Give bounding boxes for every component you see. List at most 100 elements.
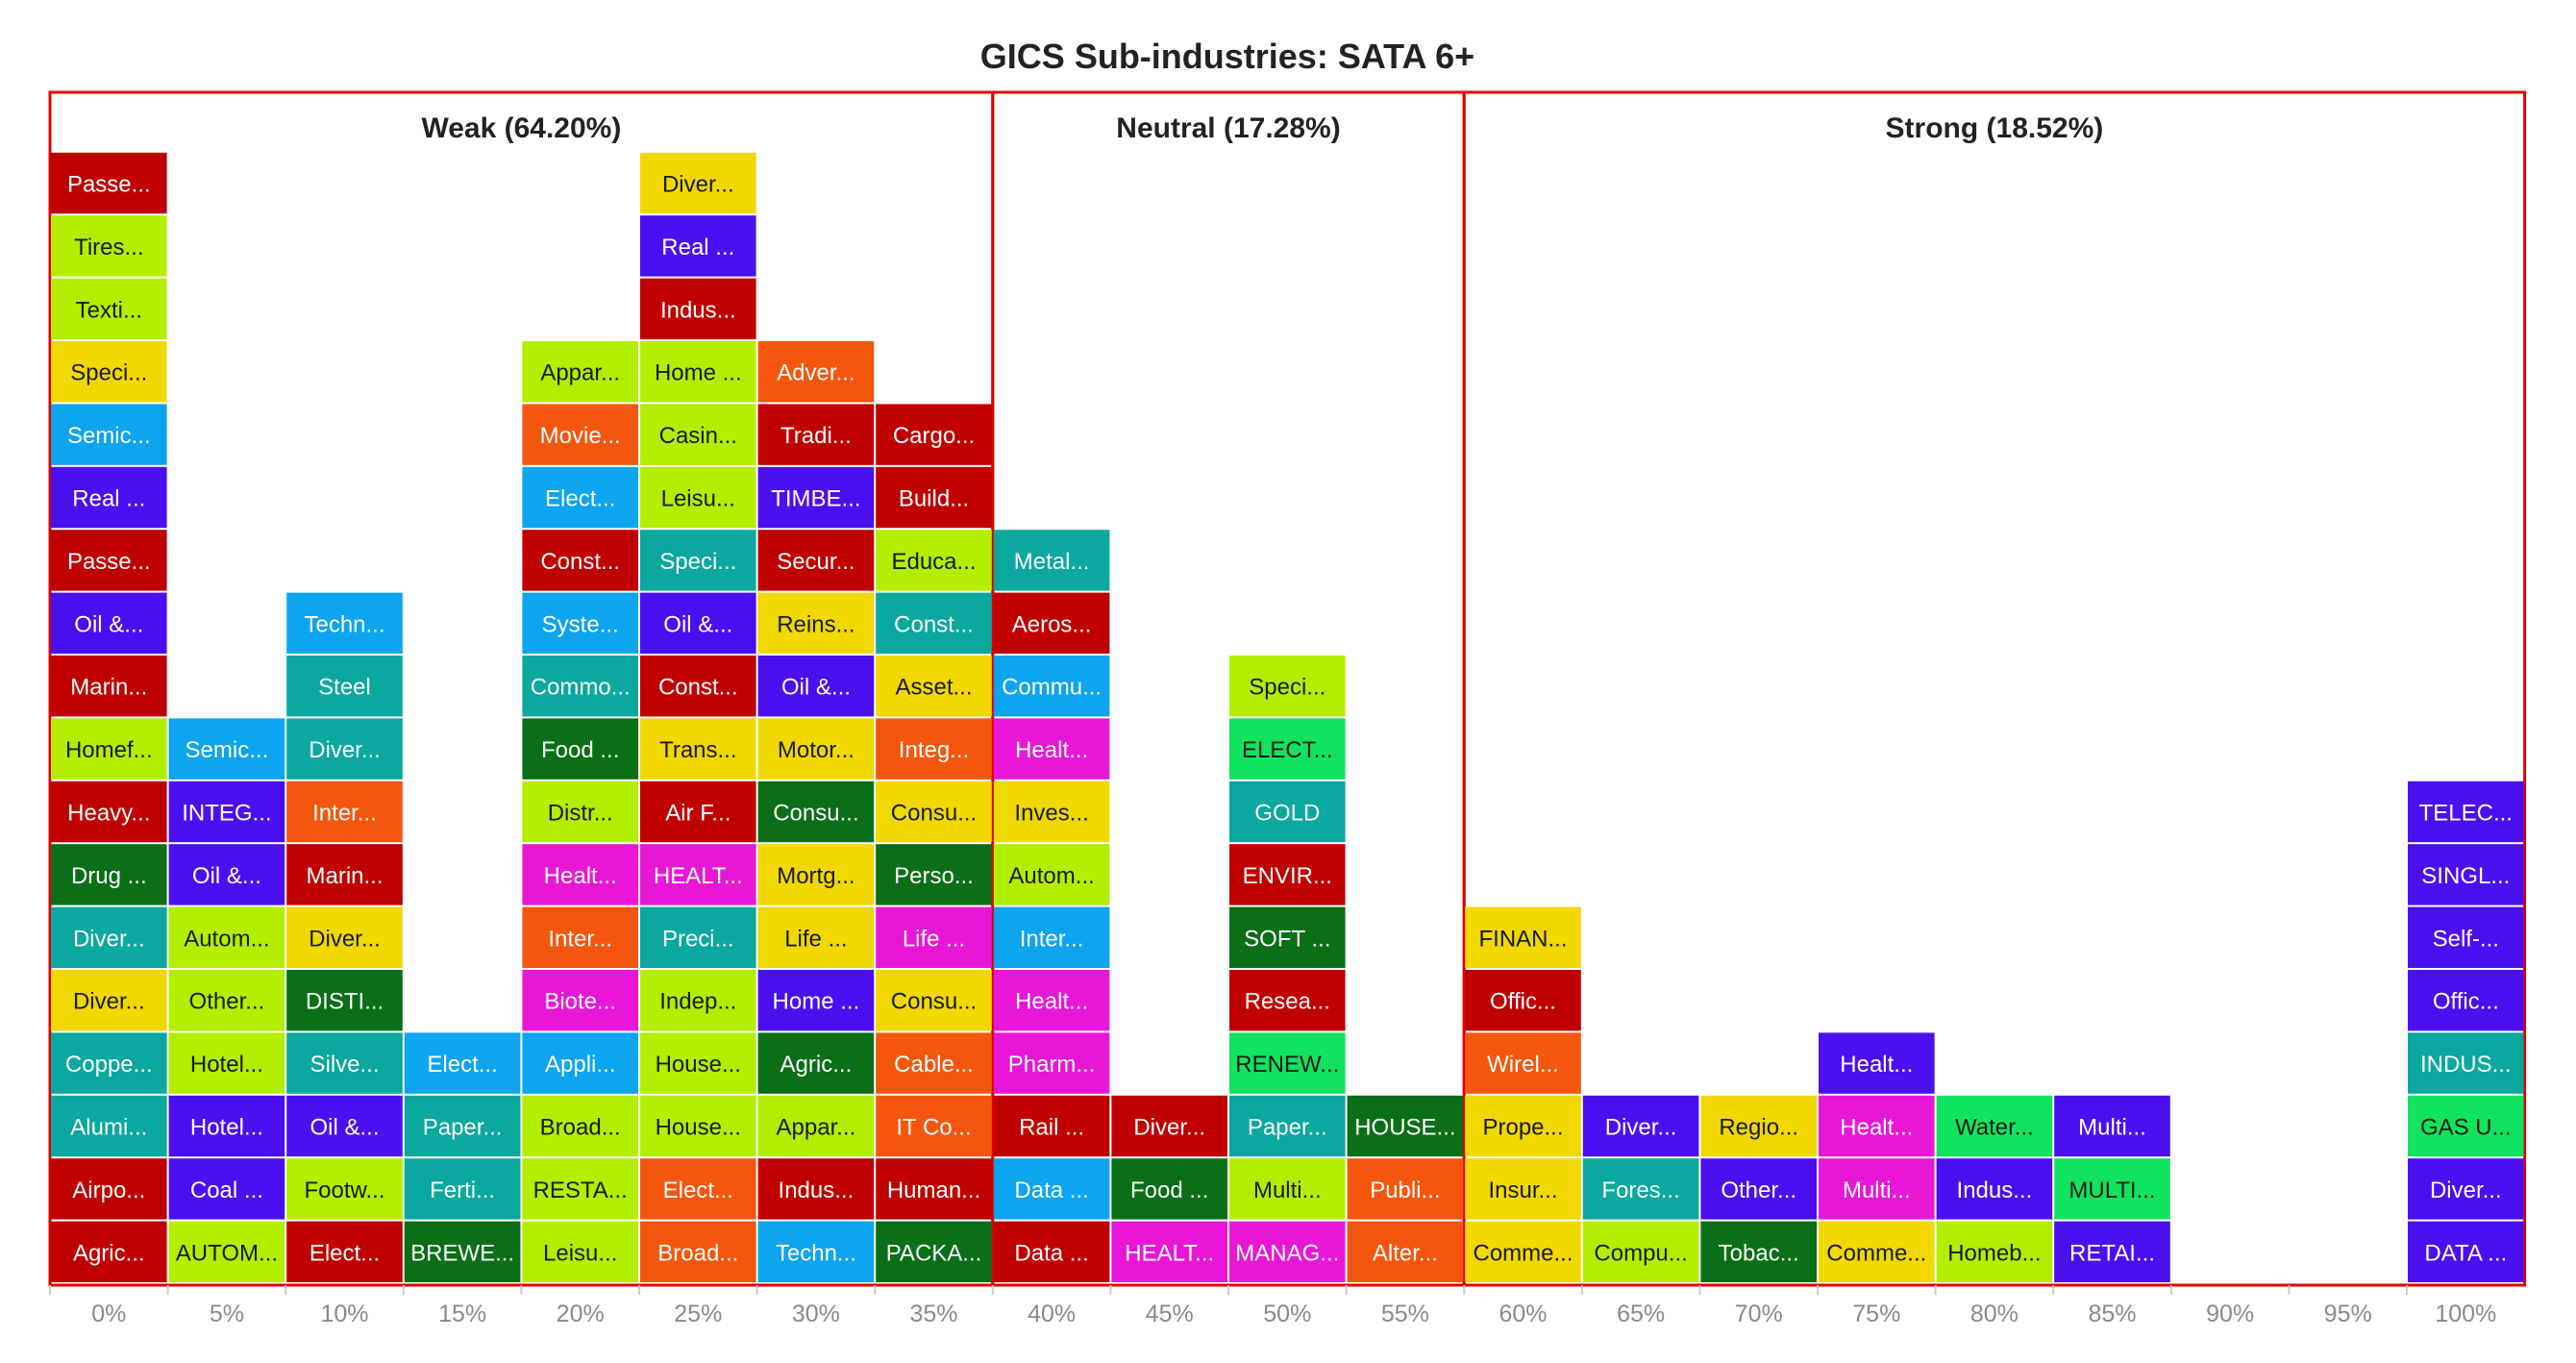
block[interactable]: Diver... [640, 152, 756, 214]
block[interactable]: Inter... [522, 906, 638, 968]
block[interactable]: Speci... [51, 341, 167, 403]
block[interactable]: Build... [876, 466, 992, 529]
block[interactable]: BREWE... [404, 1221, 521, 1282]
block[interactable]: Comme... [1465, 1221, 1581, 1282]
block[interactable]: Leisu... [522, 1221, 638, 1282]
block[interactable]: Oil &... [168, 844, 285, 905]
block[interactable]: Food ... [522, 718, 638, 780]
block[interactable]: Movie... [522, 404, 638, 465]
block[interactable]: Data ... [993, 1221, 1110, 1282]
block[interactable]: Food ... [1111, 1158, 1227, 1220]
block[interactable]: Distr... [522, 781, 638, 843]
block[interactable]: Biote... [522, 970, 638, 1031]
block[interactable]: Elect... [640, 1158, 756, 1220]
block[interactable]: Agric... [757, 1032, 875, 1094]
block[interactable]: Tradi... [757, 404, 875, 465]
block[interactable]: Inter... [993, 906, 1110, 968]
block[interactable]: HEALT... [1111, 1221, 1227, 1282]
block[interactable]: Other... [168, 970, 285, 1031]
block[interactable]: Pharm... [993, 1032, 1110, 1094]
block[interactable]: Const... [640, 656, 756, 717]
block[interactable]: Paper... [1229, 1095, 1346, 1157]
block[interactable]: Motor... [757, 718, 875, 780]
block[interactable]: Diver... [1582, 1095, 1699, 1157]
block[interactable]: Home ... [640, 341, 756, 403]
block[interactable]: Water... [1936, 1095, 2053, 1157]
block[interactable]: Comme... [1819, 1221, 1935, 1282]
block[interactable]: Techn... [757, 1221, 875, 1282]
block[interactable]: Leisu... [640, 466, 756, 529]
block[interactable]: SINGL... [2408, 844, 2524, 905]
block[interactable]: Diver... [286, 906, 403, 968]
block[interactable]: Air F... [640, 781, 756, 843]
block[interactable]: Indus... [1936, 1158, 2053, 1220]
block[interactable]: Marin... [51, 656, 167, 717]
block[interactable]: Inter... [286, 781, 403, 843]
block[interactable]: Prope... [1465, 1095, 1581, 1157]
block[interactable]: Tobac... [1700, 1221, 1817, 1282]
block[interactable]: Elect... [522, 466, 638, 529]
block[interactable]: RENEW... [1229, 1032, 1346, 1094]
block[interactable]: Preci... [640, 906, 756, 968]
block[interactable]: TELEC... [2408, 781, 2524, 843]
block[interactable]: Autom... [993, 844, 1110, 905]
block[interactable]: Diver... [2408, 1158, 2524, 1220]
block[interactable]: Secur... [757, 530, 875, 591]
block[interactable]: Diver... [286, 718, 403, 780]
block[interactable]: Human... [876, 1158, 992, 1220]
block[interactable]: PACKA... [876, 1221, 992, 1282]
block[interactable]: Diver... [51, 970, 167, 1031]
block[interactable]: Speci... [640, 530, 756, 591]
block[interactable]: Real ... [640, 215, 756, 277]
block[interactable]: Cable... [876, 1032, 992, 1094]
block[interactable]: FINAN... [1465, 906, 1581, 968]
block[interactable]: Casin... [640, 404, 756, 465]
block[interactable]: Offic... [1465, 970, 1581, 1031]
block[interactable]: RESTA... [522, 1158, 638, 1220]
block[interactable]: Commu... [993, 656, 1110, 717]
block[interactable]: Trans... [640, 718, 756, 780]
block[interactable]: Appar... [522, 341, 638, 403]
block[interactable]: Syste... [522, 592, 638, 654]
block[interactable]: MANAG... [1229, 1221, 1346, 1282]
block[interactable]: Perso... [876, 844, 992, 905]
block[interactable]: Fores... [1582, 1158, 1699, 1220]
block[interactable]: Heavy... [51, 781, 167, 843]
block[interactable]: Semic... [51, 404, 167, 465]
block[interactable]: Const... [522, 530, 638, 591]
block[interactable]: Integ... [876, 718, 992, 780]
block[interactable]: Techn... [286, 592, 403, 654]
block[interactable]: Healt... [522, 844, 638, 905]
block[interactable]: Texti... [51, 278, 167, 339]
block[interactable]: Elect... [404, 1032, 521, 1094]
block[interactable]: Multi... [2054, 1095, 2170, 1157]
block[interactable]: Passe... [51, 152, 167, 214]
block[interactable]: Other... [1700, 1158, 1817, 1220]
block[interactable]: Multi... [1229, 1158, 1346, 1220]
block[interactable]: Aeros... [993, 592, 1110, 654]
block[interactable]: Diver... [1111, 1095, 1227, 1157]
block[interactable]: Footw... [286, 1158, 403, 1220]
block[interactable]: Mortg... [757, 844, 875, 905]
block[interactable]: DATA ... [2408, 1221, 2524, 1282]
block[interactable]: Cargo... [876, 404, 992, 465]
block[interactable]: Insur... [1465, 1158, 1581, 1220]
block[interactable]: Appli... [522, 1032, 638, 1094]
block[interactable]: TIMBE... [757, 466, 875, 529]
block[interactable]: Silve... [286, 1032, 403, 1094]
block[interactable]: Appar... [757, 1095, 875, 1157]
block[interactable]: Broad... [640, 1221, 756, 1282]
block[interactable]: INTEG... [168, 781, 285, 843]
block[interactable]: Hotel... [168, 1032, 285, 1094]
block[interactable]: Asset... [876, 656, 992, 717]
block[interactable]: HOUSE... [1347, 1095, 1464, 1157]
block[interactable]: Speci... [1229, 656, 1346, 717]
block[interactable]: Hotel... [168, 1095, 285, 1157]
block[interactable]: Tires... [51, 215, 167, 277]
block[interactable]: Self-... [2408, 906, 2524, 968]
block[interactable]: GAS U... [2408, 1095, 2524, 1157]
block[interactable]: Life ... [876, 906, 992, 968]
block[interactable]: Offic... [2408, 970, 2524, 1031]
block[interactable]: Data ... [993, 1158, 1110, 1220]
block[interactable]: Autom... [168, 906, 285, 968]
